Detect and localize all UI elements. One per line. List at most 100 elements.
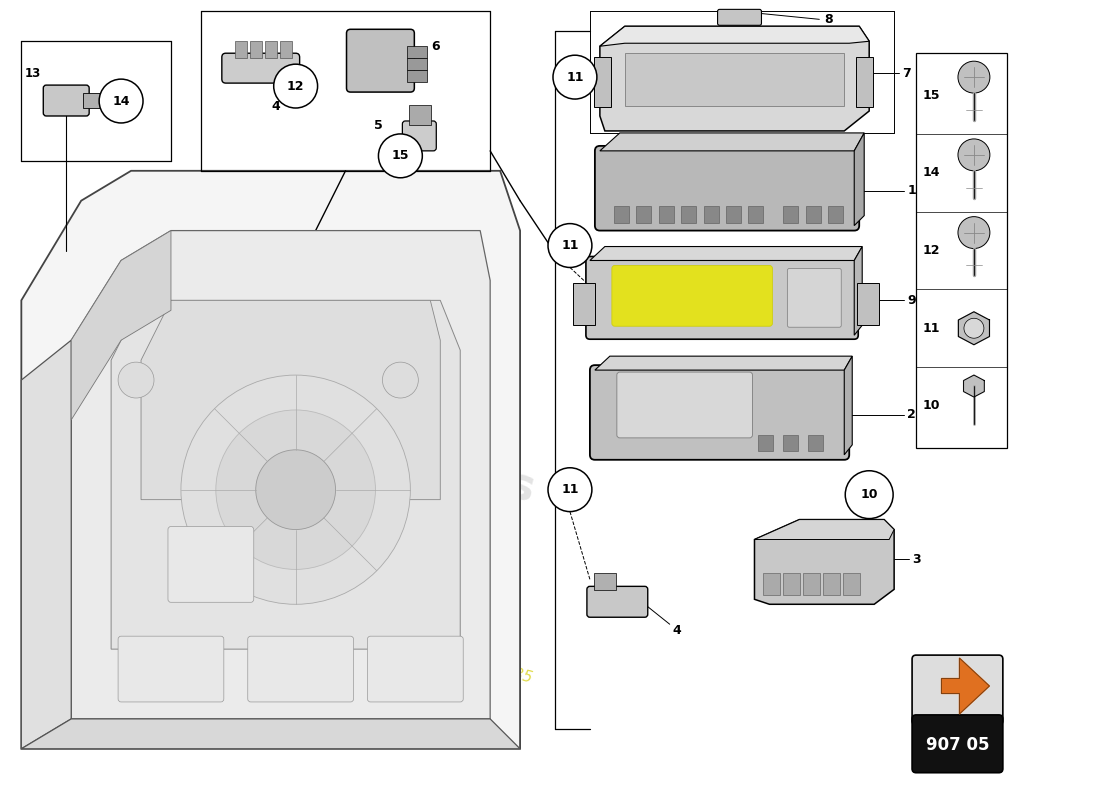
Circle shape: [180, 375, 410, 604]
Text: 12: 12: [287, 79, 305, 93]
Text: 5: 5: [374, 119, 383, 133]
Polygon shape: [600, 26, 869, 131]
Circle shape: [378, 134, 422, 178]
FancyBboxPatch shape: [250, 42, 262, 58]
FancyBboxPatch shape: [803, 574, 821, 595]
Circle shape: [118, 362, 154, 398]
FancyBboxPatch shape: [168, 526, 254, 602]
Text: 7: 7: [902, 66, 911, 80]
FancyBboxPatch shape: [783, 574, 801, 595]
Text: 9: 9: [908, 294, 915, 307]
FancyBboxPatch shape: [783, 206, 799, 222]
Text: electricparts: electricparts: [221, 388, 540, 512]
FancyBboxPatch shape: [84, 93, 100, 108]
FancyBboxPatch shape: [403, 121, 437, 151]
Circle shape: [958, 139, 990, 170]
Polygon shape: [855, 246, 862, 335]
Polygon shape: [845, 356, 853, 455]
FancyBboxPatch shape: [407, 46, 427, 58]
Circle shape: [964, 318, 983, 338]
Text: 12: 12: [923, 244, 940, 257]
FancyBboxPatch shape: [856, 57, 873, 107]
FancyBboxPatch shape: [759, 435, 773, 451]
FancyBboxPatch shape: [234, 42, 246, 58]
Polygon shape: [625, 54, 845, 106]
FancyBboxPatch shape: [346, 30, 415, 92]
Text: 15: 15: [392, 150, 409, 162]
Polygon shape: [755, 519, 894, 604]
Text: 1: 1: [908, 184, 916, 198]
FancyBboxPatch shape: [726, 206, 741, 222]
FancyBboxPatch shape: [614, 206, 629, 222]
Polygon shape: [964, 375, 984, 397]
FancyBboxPatch shape: [748, 206, 763, 222]
Polygon shape: [600, 26, 869, 46]
FancyBboxPatch shape: [783, 435, 799, 451]
FancyBboxPatch shape: [265, 42, 277, 58]
FancyBboxPatch shape: [617, 372, 752, 438]
FancyBboxPatch shape: [717, 10, 761, 26]
FancyBboxPatch shape: [763, 574, 780, 595]
FancyBboxPatch shape: [636, 206, 651, 222]
Text: 11: 11: [566, 70, 584, 84]
Circle shape: [255, 450, 336, 530]
Text: 11: 11: [923, 322, 940, 334]
Text: 11: 11: [561, 239, 579, 252]
Circle shape: [958, 217, 990, 249]
Polygon shape: [72, 230, 491, 719]
FancyBboxPatch shape: [594, 57, 610, 107]
FancyBboxPatch shape: [912, 715, 1003, 773]
Polygon shape: [942, 658, 989, 714]
Polygon shape: [21, 719, 520, 749]
FancyBboxPatch shape: [916, 54, 1006, 448]
Text: 10: 10: [923, 399, 940, 413]
FancyBboxPatch shape: [118, 636, 223, 702]
Polygon shape: [755, 519, 894, 539]
Text: 907 05: 907 05: [926, 736, 989, 754]
FancyBboxPatch shape: [912, 655, 1003, 725]
FancyBboxPatch shape: [806, 206, 821, 222]
FancyBboxPatch shape: [222, 54, 299, 83]
Polygon shape: [595, 356, 852, 370]
FancyBboxPatch shape: [279, 42, 292, 58]
Text: 11: 11: [561, 483, 579, 496]
FancyBboxPatch shape: [595, 146, 859, 230]
Polygon shape: [111, 300, 460, 649]
Text: 14: 14: [923, 166, 940, 179]
Circle shape: [99, 79, 143, 123]
Polygon shape: [600, 133, 865, 151]
FancyBboxPatch shape: [409, 105, 431, 125]
Polygon shape: [855, 133, 865, 226]
Polygon shape: [141, 300, 440, 500]
Circle shape: [274, 64, 318, 108]
FancyBboxPatch shape: [857, 283, 879, 326]
FancyBboxPatch shape: [659, 206, 673, 222]
Text: 4: 4: [272, 99, 280, 113]
Text: 6: 6: [431, 40, 440, 53]
Circle shape: [548, 468, 592, 512]
Text: 13: 13: [24, 66, 41, 80]
FancyBboxPatch shape: [704, 206, 718, 222]
FancyBboxPatch shape: [587, 586, 648, 618]
FancyBboxPatch shape: [43, 85, 89, 116]
FancyBboxPatch shape: [367, 636, 463, 702]
FancyBboxPatch shape: [808, 435, 823, 451]
Polygon shape: [72, 230, 170, 420]
Polygon shape: [958, 312, 990, 345]
FancyBboxPatch shape: [844, 574, 860, 595]
Polygon shape: [590, 246, 862, 261]
FancyBboxPatch shape: [407, 58, 427, 70]
Circle shape: [548, 224, 592, 267]
Text: 14: 14: [112, 94, 130, 107]
Polygon shape: [21, 170, 520, 749]
FancyBboxPatch shape: [407, 70, 427, 82]
Circle shape: [553, 55, 597, 99]
Polygon shape: [21, 340, 72, 749]
Circle shape: [958, 61, 990, 93]
Text: 4: 4: [673, 624, 681, 637]
FancyBboxPatch shape: [573, 283, 595, 326]
FancyBboxPatch shape: [612, 266, 772, 326]
FancyBboxPatch shape: [828, 206, 844, 222]
FancyBboxPatch shape: [681, 206, 696, 222]
FancyBboxPatch shape: [594, 574, 616, 590]
